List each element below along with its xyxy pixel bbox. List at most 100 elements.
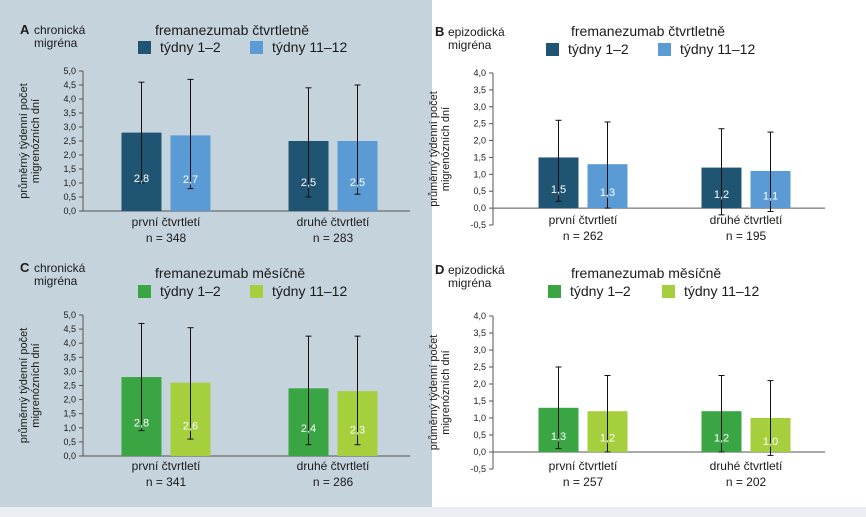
y-tick-label: 0,5 <box>473 186 486 196</box>
y-tick-label: 4,5 <box>63 324 76 334</box>
y-tick-label: 1,5 <box>473 396 486 406</box>
y-tick-label: 0,5 <box>63 437 76 447</box>
legend-swatch <box>658 43 671 56</box>
bar-value-label: 2,8 <box>134 418 149 430</box>
panel-label-line: migréna <box>448 276 492 290</box>
chart-title: fremanezumab měsíčně <box>155 265 305 281</box>
y-tick-label: 2,5 <box>473 119 486 129</box>
y-axis-label-line: průměrný týdenní počet <box>428 91 440 207</box>
bar-value-label: 1,2 <box>714 189 729 201</box>
y-tick-label: 1,0 <box>63 423 76 433</box>
y-tick-label: 3,5 <box>63 108 76 118</box>
x-category-label: druhé čtvrtletí <box>297 459 370 473</box>
y-tick-label: -0,5 <box>470 464 486 474</box>
bar-value-label: 1,3 <box>600 187 615 199</box>
x-category-n: n = 283 <box>313 231 354 245</box>
y-tick-label: 0,5 <box>63 192 76 202</box>
y-axis-label: průměrný týdenní početmigrenózních dní <box>428 335 452 451</box>
legend-swatch <box>250 41 263 54</box>
bar-value-label: 2,5 <box>350 177 365 189</box>
bar-value-label: 2,3 <box>350 425 365 437</box>
panel-label-line: epizodická <box>448 263 505 277</box>
y-axis-label: průměrný týdenní početmigrenózních dní <box>18 328 42 444</box>
panel-letter: A <box>20 22 30 37</box>
y-axis-label: průměrný týdenní početmigrenózních dní <box>428 91 452 207</box>
y-tick-label: 3,0 <box>473 345 486 355</box>
y-axis-label: průměrný týdenní početmigrenózních dní <box>18 83 42 199</box>
legend-label: týdny 1–2 <box>160 283 221 299</box>
y-tick-label: 4,0 <box>473 311 486 321</box>
y-tick-label: 2,5 <box>473 362 486 372</box>
bar-value-label: 2,7 <box>183 174 198 186</box>
x-category-label: druhé čtvrtletí <box>710 213 783 227</box>
bar-value-label: 1,3 <box>551 431 566 443</box>
legend-label: týdny 11–12 <box>272 283 347 299</box>
y-tick-label: 1,0 <box>473 413 486 423</box>
legend-label: týdny 1–2 <box>160 39 221 55</box>
panel-letter: B <box>435 24 444 39</box>
panel-letter: C <box>20 260 30 275</box>
panel-letter: D <box>435 262 444 277</box>
y-tick-label: 4,0 <box>63 338 76 348</box>
x-category-n: n = 341 <box>146 475 187 489</box>
y-tick-label: 0,0 <box>63 206 76 216</box>
y-axis-label-line: průměrný týdenní počet <box>18 83 30 199</box>
y-tick-label: 4,0 <box>63 94 76 104</box>
y-axis-label-line: průměrný týdenní počet <box>428 335 440 451</box>
y-tick-label: 0,0 <box>63 451 76 461</box>
legend-swatch <box>546 43 559 56</box>
y-tick-label: 1,5 <box>63 409 76 419</box>
y-tick-label: 3,0 <box>473 102 486 112</box>
x-category-n: n = 286 <box>313 475 354 489</box>
panel-label-line: chronická <box>34 23 86 37</box>
y-tick-label: 5,0 <box>63 66 76 76</box>
y-tick-label: 1,0 <box>63 178 76 188</box>
chart-title: fremanezumab čtvrtletně <box>571 23 725 39</box>
y-tick-label: 1,5 <box>473 152 486 162</box>
chart-title: fremanezumab čtvrtletně <box>155 22 309 38</box>
x-category-label: první čtvrtletí <box>132 215 201 229</box>
x-category-n: n = 202 <box>726 475 767 489</box>
bar-value-label: 1,5 <box>551 184 566 196</box>
right-panel-background <box>432 0 866 517</box>
y-tick-label: 3,5 <box>63 352 76 362</box>
x-category-n: n = 257 <box>563 475 604 489</box>
y-tick-label: 1,5 <box>63 164 76 174</box>
x-category-label: první čtvrtletí <box>549 213 618 227</box>
panel-label-line: epizodická <box>448 25 505 39</box>
y-tick-label: 2,0 <box>473 379 486 389</box>
y-axis-label-line: migrenózních dní <box>440 350 452 434</box>
x-category-n: n = 348 <box>146 231 187 245</box>
legend-label: týdny 11–12 <box>680 41 755 57</box>
x-category-label: druhé čtvrtletí <box>297 215 370 229</box>
legend-label: týdny 1–2 <box>568 41 629 57</box>
legend-swatch <box>138 41 151 54</box>
bar-value-label: 1,1 <box>763 191 778 203</box>
panel-label-line: migréna <box>34 274 78 288</box>
y-tick-label: 2,0 <box>63 150 76 160</box>
y-axis-label-line: průměrný týdenní počet <box>18 328 30 444</box>
legend-swatch <box>662 285 675 298</box>
y-axis-label-line: migrenózních dní <box>30 99 42 183</box>
y-tick-label: 0,5 <box>473 430 486 440</box>
x-category-n: n = 195 <box>726 229 767 243</box>
y-tick-label: 3,5 <box>473 328 486 338</box>
y-tick-label: -0,5 <box>470 220 486 230</box>
y-tick-label: 5,0 <box>63 310 76 320</box>
legend-swatch <box>250 285 263 298</box>
y-tick-label: 3,0 <box>63 366 76 376</box>
x-category-label: první čtvrtletí <box>549 459 618 473</box>
y-tick-label: 1,0 <box>473 169 486 179</box>
x-category-label: druhé čtvrtletí <box>710 459 783 473</box>
panel-label-line: migréna <box>448 38 492 52</box>
y-tick-label: 2,5 <box>63 136 76 146</box>
x-category-n: n = 262 <box>563 229 604 243</box>
legend-swatch <box>548 285 561 298</box>
chart-title: fremanezumab měsíčně <box>571 265 721 281</box>
bottom-strip <box>0 507 866 517</box>
bar-value-label: 2,6 <box>183 420 198 432</box>
y-tick-label: 4,5 <box>63 80 76 90</box>
bar-value-label: 2,8 <box>134 173 149 185</box>
